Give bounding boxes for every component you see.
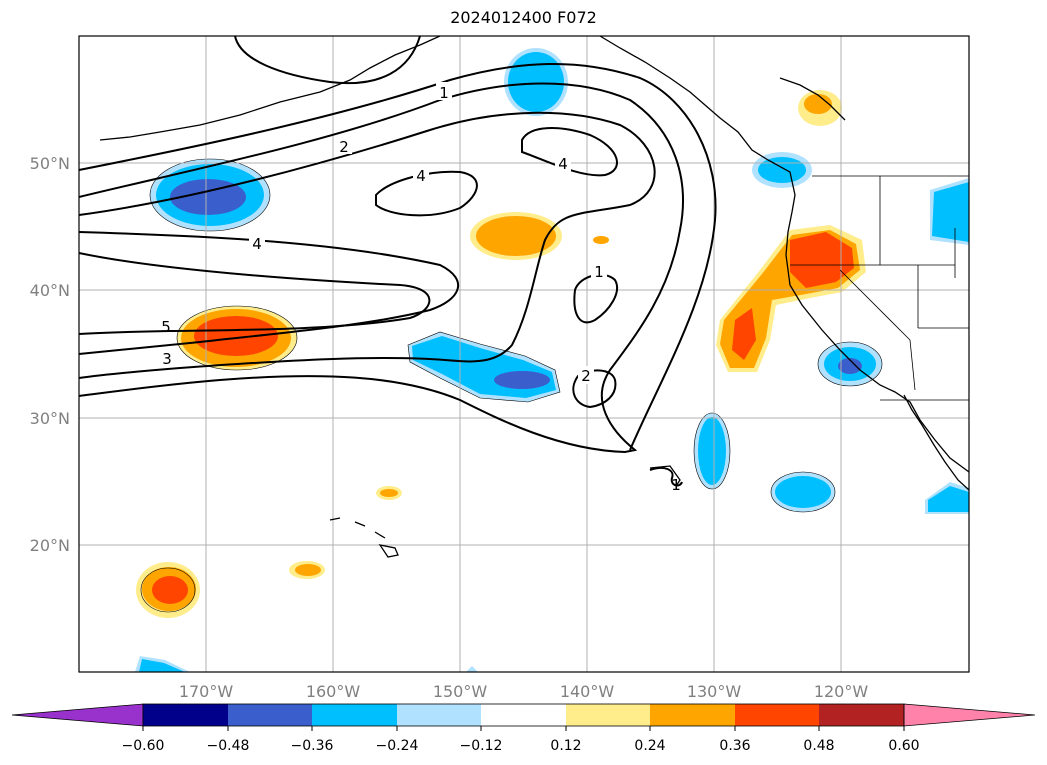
colorbar-bin bbox=[228, 704, 312, 726]
colorbar-tick-label: −0.36 bbox=[291, 738, 334, 754]
lon-tick-label: 140°W bbox=[560, 682, 615, 701]
lon-tick-label: 160°W bbox=[306, 682, 361, 701]
contour-label: 5 bbox=[161, 318, 171, 336]
colorbar-tick-label: −0.48 bbox=[207, 738, 250, 754]
positive-anomaly-fill bbox=[380, 489, 398, 497]
map-title: 2024012400 F072 bbox=[450, 8, 597, 27]
contour-line bbox=[649, 467, 683, 487]
contour-line bbox=[572, 369, 617, 409]
negative-anomaly-fill bbox=[466, 666, 478, 672]
map-frame bbox=[78, 35, 970, 673]
contour-label: 4 bbox=[416, 167, 426, 185]
contour-label: 4 bbox=[252, 235, 262, 253]
colorbar-tick-label: −0.24 bbox=[376, 738, 419, 754]
contour-line bbox=[234, 35, 421, 85]
colorbar-tick-label: −0.12 bbox=[460, 738, 503, 754]
negative-anomaly-fill bbox=[139, 659, 185, 672]
negative-anomaly-fill bbox=[508, 52, 564, 112]
colorbar-bin bbox=[819, 704, 904, 726]
contour-label: 4 bbox=[558, 155, 568, 173]
anomaly-fills bbox=[135, 48, 969, 672]
gridlines bbox=[79, 36, 969, 672]
contour-label: 2 bbox=[581, 367, 591, 385]
negative-anomaly-fill bbox=[494, 371, 550, 389]
positive-anomaly-fill bbox=[593, 236, 609, 244]
positive-anomaly-fill bbox=[194, 316, 278, 356]
negative-anomaly-fill bbox=[698, 417, 726, 485]
contour-line bbox=[78, 62, 717, 451]
colorbar-bin bbox=[312, 704, 397, 726]
colorbar-under-arrow bbox=[11, 703, 144, 727]
lon-tick-label: 120°W bbox=[814, 682, 869, 701]
colorbar-tick-label: 0.48 bbox=[803, 738, 834, 754]
colorbar-bin bbox=[397, 704, 481, 726]
colorbar-bin bbox=[143, 704, 228, 726]
positive-anomaly-fill bbox=[732, 308, 756, 360]
positive-anomaly-fill bbox=[790, 232, 854, 288]
lat-tick-label: 30°N bbox=[30, 409, 70, 428]
colorbar-bin bbox=[735, 704, 819, 726]
lon-tick-label: 170°W bbox=[179, 682, 234, 701]
lon-tick-label: 130°W bbox=[687, 682, 742, 701]
island-coast bbox=[649, 465, 681, 487]
bc-coastline bbox=[779, 77, 846, 121]
colorbar-tick-label: −0.60 bbox=[122, 738, 165, 754]
hawaii-islands bbox=[329, 517, 399, 558]
negative-anomaly-fill bbox=[775, 476, 831, 508]
contour-line bbox=[521, 127, 618, 177]
longitude-labels: 170°W 160°W 150°W 140°W 130°W 120°W bbox=[179, 682, 869, 701]
colorbar-bin bbox=[650, 704, 735, 726]
negative-anomaly-fill bbox=[838, 358, 862, 374]
contour-label: 1 bbox=[439, 84, 449, 102]
alaska-aleutian-coastline bbox=[99, 35, 441, 141]
colorbar-bin bbox=[566, 704, 650, 726]
negative-anomaly-fill bbox=[170, 179, 246, 215]
negative-anomaly-fill bbox=[932, 182, 969, 242]
contour-labels: 1 2 4 4 4 1 2 5 3 1 bbox=[161, 82, 681, 494]
negative-anomaly-fill bbox=[928, 486, 969, 512]
positive-anomaly-fill bbox=[804, 94, 832, 114]
baja-coastline bbox=[903, 394, 970, 491]
positive-anomaly-fill bbox=[476, 216, 556, 256]
contour-label: 2 bbox=[339, 138, 349, 156]
colorbar-bin bbox=[481, 704, 566, 726]
colorbar-tick-label: 0.60 bbox=[888, 738, 919, 754]
colorbar-outline bbox=[142, 703, 905, 727]
contour-label: 3 bbox=[162, 350, 172, 368]
colorbar-tick-label: 0.12 bbox=[550, 738, 581, 754]
lat-tick-label: 50°N bbox=[30, 154, 70, 173]
lon-tick-label: 150°W bbox=[433, 682, 488, 701]
lat-tick-label: 20°N bbox=[30, 536, 70, 555]
colorbar-tick-label: 0.36 bbox=[719, 738, 750, 754]
anomaly-outlines bbox=[140, 158, 883, 613]
lat-tick-label: 40°N bbox=[30, 281, 70, 300]
colorbar-tick-label: 0.24 bbox=[634, 738, 665, 754]
coastlines bbox=[99, 35, 970, 558]
contour-label: 1 bbox=[594, 263, 604, 281]
state-border bbox=[839, 269, 916, 391]
contour-line bbox=[78, 252, 431, 335]
colorbar: −0.60 −0.48 −0.36 −0.24 −0.12 0.12 0.24 … bbox=[11, 703, 1036, 754]
north-america-west-coastline bbox=[599, 35, 970, 473]
positive-anomaly-fill bbox=[295, 564, 321, 576]
colorbar-ticks bbox=[142, 726, 905, 731]
political-borders bbox=[790, 175, 969, 401]
colorbar-over-arrow bbox=[903, 703, 1036, 727]
contour-line bbox=[78, 82, 684, 454]
positive-anomaly-fill bbox=[152, 576, 188, 604]
contour-line bbox=[78, 111, 656, 379]
negative-anomaly-fill bbox=[758, 157, 806, 183]
latitude-labels: 50°N 40°N 30°N 20°N bbox=[30, 154, 70, 555]
contour-line bbox=[375, 170, 478, 217]
